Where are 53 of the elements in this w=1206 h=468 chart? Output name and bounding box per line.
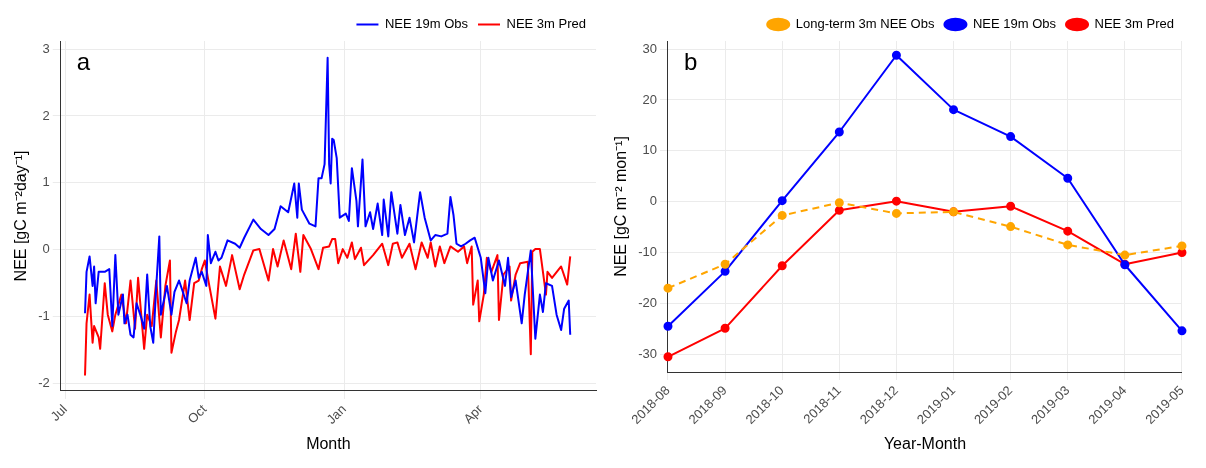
y-tick-label: 0 — [649, 193, 657, 209]
point — [720, 259, 730, 269]
point — [891, 208, 901, 218]
y-tick-label: 3 — [42, 40, 50, 56]
legend-label: Long-term 3m NEE Obs — [795, 16, 935, 32]
x-tick-label: Apr — [460, 401, 486, 427]
point — [1177, 241, 1187, 251]
point — [1063, 226, 1073, 236]
point — [1063, 240, 1073, 250]
point — [1120, 250, 1130, 260]
point — [1177, 326, 1187, 336]
legend-label: NEE 3m Pred — [1094, 16, 1175, 32]
annotation: b — [683, 47, 698, 75]
legend-label: NEE 19m Obs — [384, 16, 469, 32]
point — [663, 352, 673, 362]
legend-label: NEE 3m Pred — [506, 16, 587, 32]
y-axis-title: NEE [gC m⁻² mon⁻¹] — [612, 136, 630, 277]
point — [1006, 222, 1016, 232]
point — [777, 261, 787, 271]
point — [891, 196, 901, 206]
x-axis-title: Month — [306, 434, 351, 452]
y-tick-label: -10 — [638, 244, 657, 260]
point — [720, 323, 730, 333]
point — [720, 266, 730, 276]
y-tick-label: 20 — [642, 91, 657, 107]
x-tick-label: Jul — [47, 401, 71, 424]
annotation: a — [76, 47, 91, 75]
point — [663, 321, 673, 331]
point — [1063, 173, 1073, 183]
y-tick-label: 30 — [642, 40, 657, 56]
y-tick-label: -2 — [38, 375, 50, 391]
legend-label: NEE 19m Obs — [972, 16, 1057, 32]
point — [891, 50, 901, 60]
point — [777, 210, 787, 220]
y-tick-label: 10 — [642, 142, 657, 158]
y-tick-label: 0 — [42, 241, 50, 257]
y-tick-label: -30 — [638, 345, 657, 361]
y-tick-label: -1 — [38, 308, 50, 324]
point — [834, 198, 844, 208]
x-axis-title: Year-Month — [883, 434, 967, 452]
y-tick-label: -20 — [638, 294, 657, 310]
point — [949, 105, 959, 115]
y-tick-label: 2 — [42, 107, 50, 123]
point — [834, 127, 844, 137]
x-tick-label: Oct — [184, 401, 210, 427]
x-tick-label: Jan — [323, 401, 349, 427]
point — [1006, 132, 1016, 142]
point — [663, 283, 673, 293]
y-axis-title: NEE [gC m⁻²day⁻¹] — [12, 150, 30, 282]
y-tick-label: 1 — [42, 174, 50, 190]
point — [1006, 201, 1016, 211]
point — [834, 205, 844, 215]
point — [777, 196, 787, 206]
